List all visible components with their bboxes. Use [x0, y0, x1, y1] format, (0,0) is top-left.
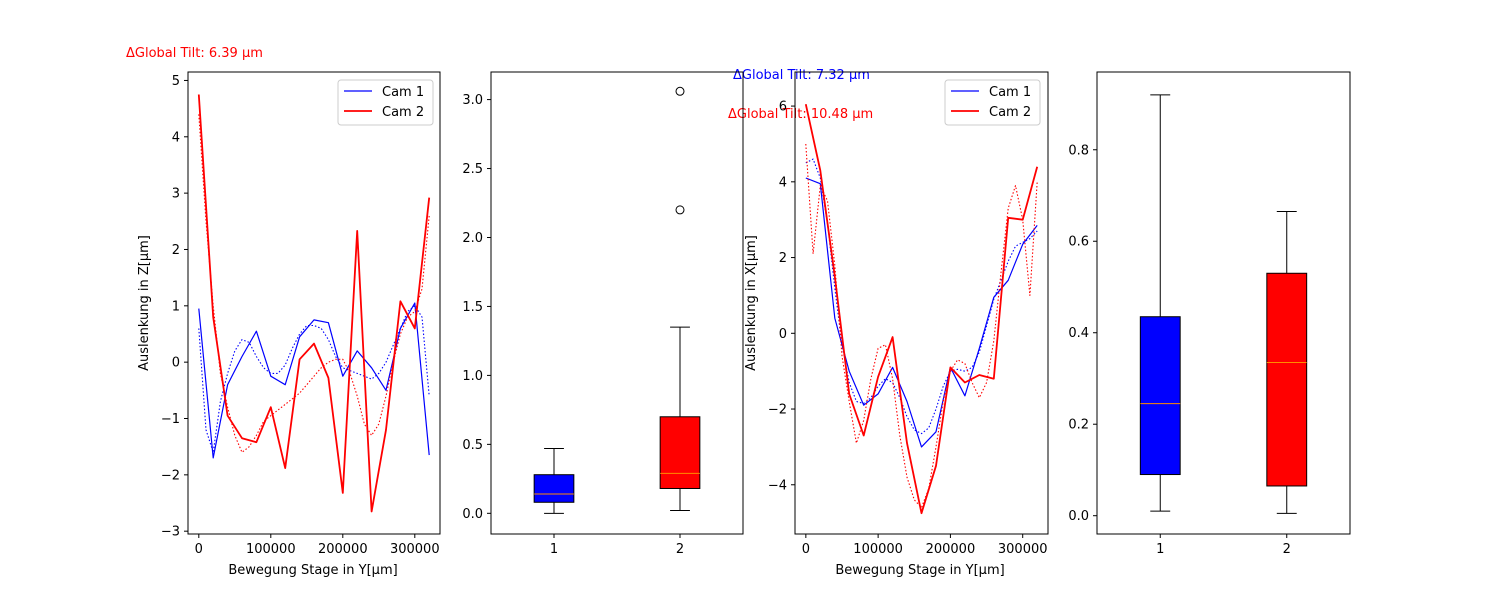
global-tilt-annotation-1: ΔGlobal Tilt: 6.39 µm	[126, 46, 263, 61]
x-tick-label: 300000	[390, 542, 440, 557]
y-tick-label: 1.5	[462, 300, 483, 315]
y-tick-label: 0.0	[1068, 509, 1089, 524]
y-tick-label: 0.0	[462, 507, 483, 522]
y-tick-label: 1.0	[462, 369, 483, 384]
y-tick-label: 2.0	[462, 231, 483, 246]
x-tick-label: 1	[550, 542, 558, 557]
box-1	[1139, 94, 1181, 512]
y-tick-label: 0.5	[462, 438, 483, 453]
x-tick-label: 300000	[998, 542, 1048, 557]
y-tick-label: 2.5	[462, 162, 483, 177]
series-line-fit-1	[805, 158, 1038, 435]
outlier-point	[675, 86, 685, 96]
y-tick-label: 5	[172, 74, 180, 89]
x-tick-label: 1	[1156, 542, 1164, 557]
box-body	[1139, 316, 1181, 476]
y-tick-label: 0	[172, 356, 180, 371]
x-tick-label: 200000	[926, 542, 976, 557]
y-tick-label: 6	[779, 100, 787, 115]
y-tick-label: 3.0	[462, 93, 483, 108]
plot-area: 0 100000 200000 300000 −4 −2 0 2 4 6	[768, 71, 1049, 557]
series-line-fit-3	[198, 114, 430, 453]
x-tick-label: 100000	[246, 542, 296, 557]
y-axis-label-z: Auslenkung in Z[µm]	[137, 235, 152, 371]
x-tick-label: 100000	[853, 542, 903, 557]
axes-frame	[1096, 71, 1351, 535]
box-2	[659, 86, 701, 512]
legend-label-cam1: Cam 1	[382, 85, 424, 100]
box-1	[533, 447, 575, 514]
line-chart-z: 0 100000 200000 300000 −3 −2 −1 0 1 2 3 4 5 Bewegung…	[137, 71, 441, 578]
axes-frame	[187, 71, 441, 535]
y-axis-label-x: Auslenkung in X[µm]	[744, 235, 759, 371]
x-tick-label: 2	[1283, 542, 1291, 557]
y-tick-label: 3	[172, 187, 180, 202]
y-tick-label: −4	[768, 478, 787, 493]
x-axis-label-x: Bewegung Stage in Y[µm]	[835, 563, 1004, 578]
box-2	[1266, 211, 1308, 514]
y-tick-label: −2	[161, 468, 180, 483]
legend-x: Cam 1 Cam 2	[944, 79, 1041, 126]
x-tick-label: 200000	[318, 542, 368, 557]
y-tick-label: −1	[161, 412, 180, 427]
series-line-cam1	[198, 302, 430, 459]
y-tick-label: 4	[779, 175, 787, 190]
box-body	[1266, 272, 1308, 487]
y-tick-label: 0.8	[1068, 143, 1089, 158]
legend-label-cam2: Cam 2	[382, 105, 424, 120]
box-body	[533, 474, 575, 503]
x-tick-label: 2	[676, 542, 684, 557]
legend-label-cam1: Cam 1	[989, 85, 1031, 100]
x-tick-label: 0	[195, 542, 203, 557]
outlier-point	[675, 205, 685, 215]
series-line-cam2	[804, 104, 1039, 515]
series-group	[804, 104, 1039, 515]
plot-area: 0 100000 200000 300000 −3 −2 −1 0 1 2 3 4 5	[161, 71, 441, 557]
box-body	[659, 416, 701, 489]
box-plot-x: 1 2 0.0 0.2 0.4 0.6 0.8	[1068, 71, 1351, 557]
y-tick-label: 2	[779, 251, 787, 266]
series-line-cam2	[197, 94, 431, 513]
y-tick-label: −3	[161, 525, 180, 540]
line-chart-x: 0 100000 200000 300000 −4 −2 0 2 4 6 Bewegung Sta…	[744, 71, 1049, 578]
box-plot-z: 1 2 0.0 0.5 1.0 1.5 2.0 2.5 3.0	[462, 71, 744, 557]
y-tick-label: 4	[172, 130, 180, 145]
y-tick-label: 0.2	[1068, 418, 1089, 433]
legend-z: Cam 1 Cam 2	[337, 79, 434, 126]
y-tick-label: 0.6	[1068, 235, 1089, 250]
series-group	[197, 94, 431, 513]
axes-frame	[490, 71, 744, 535]
y-tick-label: −2	[768, 403, 787, 418]
y-tick-label: 0	[779, 327, 787, 342]
axes-frame	[794, 71, 1049, 535]
y-tick-label: 0.4	[1068, 326, 1089, 341]
global-tilt-annotation-3: ΔGlobal Tilt: 10.48 µm	[728, 107, 873, 122]
x-axis-label-z: Bewegung Stage in Y[µm]	[228, 563, 397, 578]
y-tick-label: 1	[172, 299, 180, 314]
legend-label-cam2: Cam 2	[989, 105, 1031, 120]
y-tick-label: 2	[172, 243, 180, 258]
x-tick-label: 0	[802, 542, 810, 557]
global-tilt-annotation-2: ΔGlobal Tilt: 7.32 µm	[733, 68, 870, 83]
